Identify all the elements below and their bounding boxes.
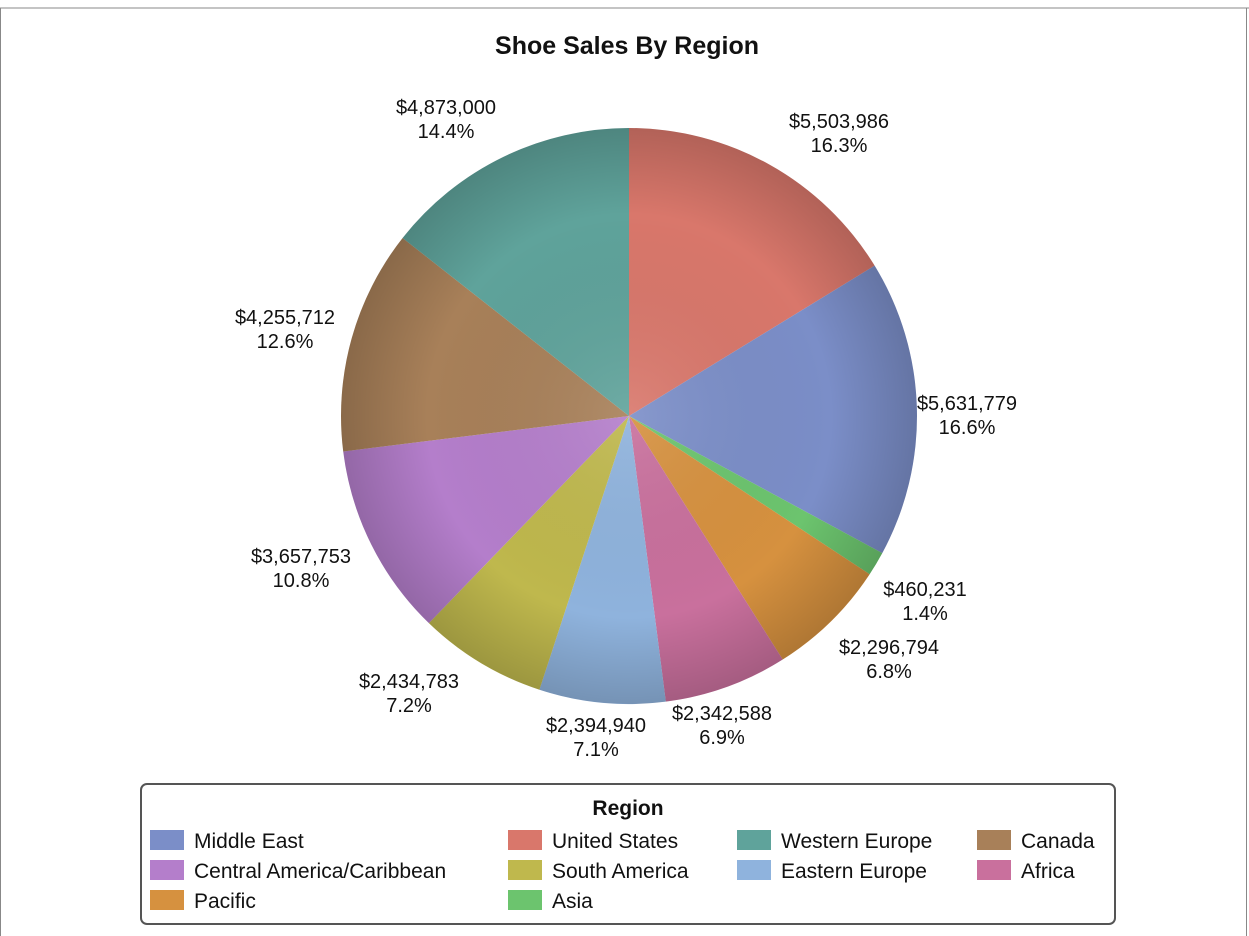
slice-value-label-middle-east: $5,631,779 [917, 393, 1017, 415]
legend-swatch-asia [508, 890, 542, 910]
slice-value-label-africa: $2,342,588 [672, 703, 772, 725]
legend-label-middle-east: Middle East [194, 830, 304, 853]
legend-swatch-eastern-europe [737, 860, 771, 880]
legend-swatch-africa [977, 860, 1011, 880]
slice-value-label-south-america: $2,434,783 [359, 671, 459, 693]
legend-label-canada: Canada [1021, 830, 1095, 853]
legend-label-pacific: Pacific [194, 890, 256, 913]
slice-value-label-canada: $4,255,712 [235, 307, 335, 329]
pie-slices [341, 127, 918, 705]
legend-swatch-central-america-caribbean [150, 860, 184, 880]
legend-title: Region [592, 797, 663, 820]
slice-percent-label-asia: 1.4% [902, 603, 948, 625]
slice-value-label-eastern-europe: $2,394,940 [546, 715, 646, 737]
legend-label-south-america: South America [552, 860, 689, 883]
legend-swatch-western-europe [737, 830, 771, 850]
slice-value-label-united-states: $5,503,986 [789, 111, 889, 133]
legend-label-western-europe: Western Europe [781, 830, 932, 853]
slice-value-label-central-america-caribbean: $3,657,753 [251, 546, 351, 568]
legend-label-united-states: United States [552, 830, 678, 853]
slice-value-label-western-europe: $4,873,000 [396, 97, 496, 119]
slice-percent-label-central-america-caribbean: 10.8% [273, 570, 330, 592]
legend-label-central-america-caribbean: Central America/Caribbean [194, 860, 446, 883]
legend-swatch-united-states [508, 830, 542, 850]
slice-percent-label-pacific: 6.8% [866, 661, 912, 683]
legend-label-africa: Africa [1021, 860, 1075, 883]
legend-label-eastern-europe: Eastern Europe [781, 860, 927, 883]
slice-value-label-asia: $460,231 [883, 579, 966, 601]
slice-percent-label-south-america: 7.2% [386, 695, 432, 717]
legend-swatch-canada [977, 830, 1011, 850]
slice-percent-label-africa: 6.9% [699, 727, 745, 749]
slice-percent-label-canada: 12.6% [257, 331, 314, 353]
legend-label-asia: Asia [552, 890, 593, 913]
slice-value-label-pacific: $2,296,794 [839, 637, 939, 659]
slice-percent-label-middle-east: 16.6% [939, 417, 996, 439]
legend-swatch-south-america [508, 860, 542, 880]
legend-swatch-middle-east [150, 830, 184, 850]
legend-swatch-pacific [150, 890, 184, 910]
legend-box [140, 783, 1116, 925]
slice-percent-label-united-states: 16.3% [811, 135, 868, 157]
chart-title: Shoe Sales By Region [495, 32, 759, 60]
slice-percent-label-western-europe: 14.4% [418, 121, 475, 143]
legend: Middle East United States Western Europe Ca… [150, 830, 1095, 913]
slice-percent-label-eastern-europe: 7.1% [573, 739, 619, 761]
